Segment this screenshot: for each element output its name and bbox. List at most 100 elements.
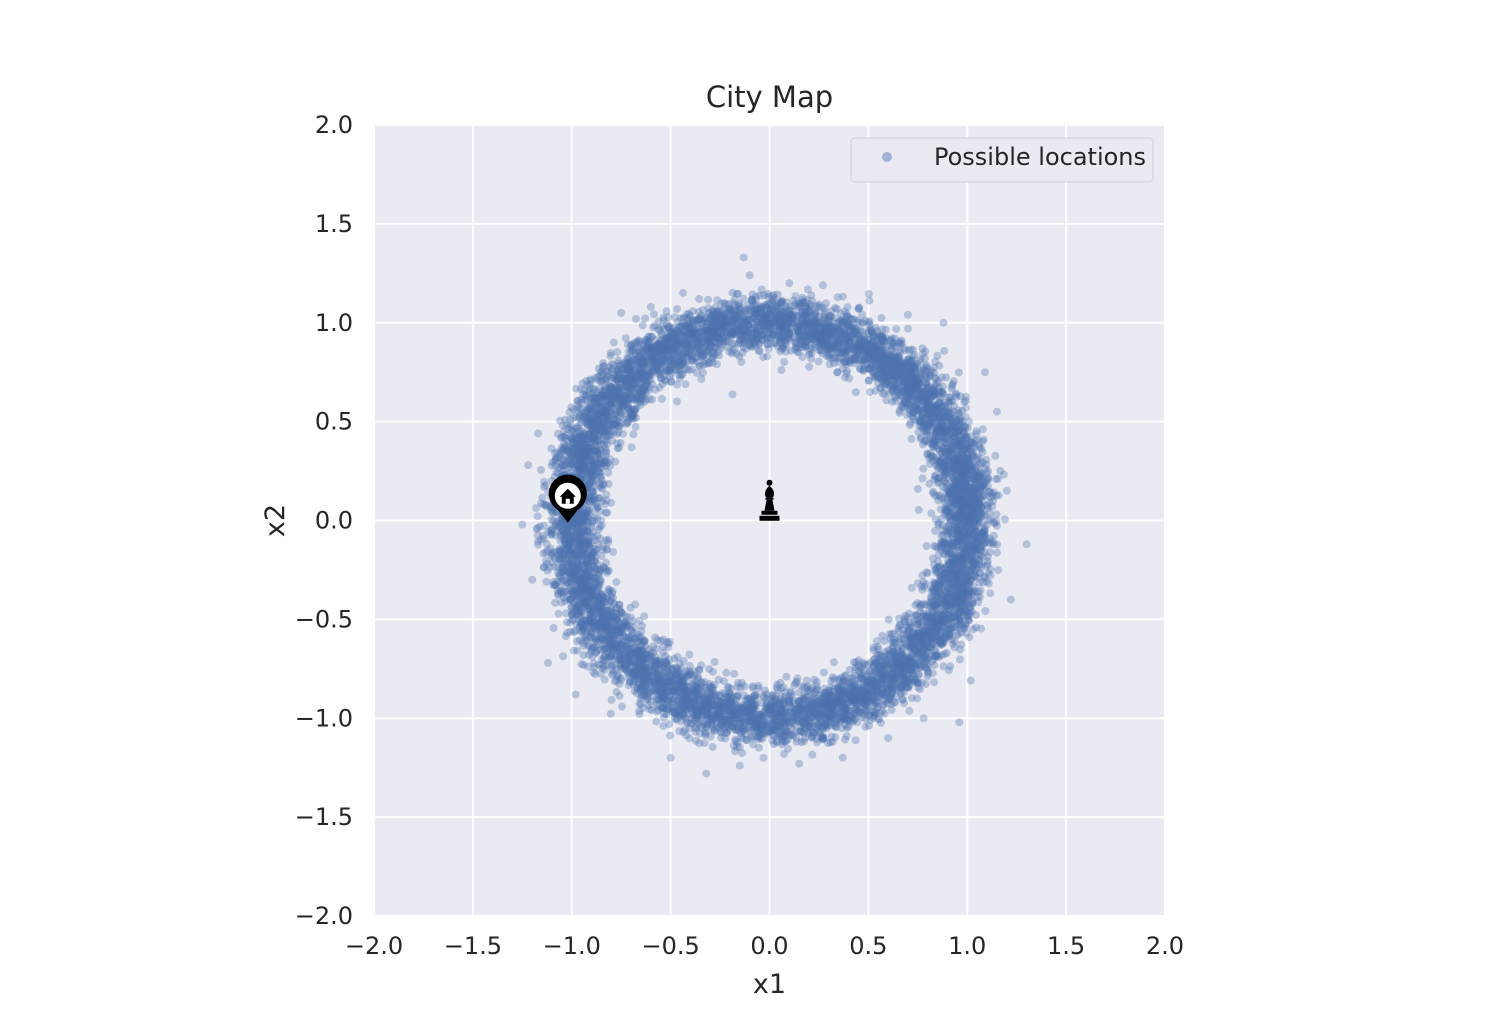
scatter-point (561, 539, 570, 548)
scatter-point (626, 358, 635, 367)
scatter-point (733, 738, 742, 747)
scatter-point (651, 360, 660, 369)
scatter-point (757, 308, 766, 317)
scatter-point (724, 707, 733, 716)
scatter-point (857, 673, 865, 682)
scatter-point (922, 378, 931, 387)
scatter-point (914, 428, 923, 437)
scatter-point (660, 351, 669, 360)
scatter-point (849, 716, 858, 725)
scatter-point (683, 344, 692, 353)
scatter-point (957, 512, 966, 521)
scatter-point (633, 372, 642, 380)
scatter-point (600, 624, 609, 633)
scatter-point (562, 526, 571, 534)
scatter-point (763, 352, 772, 361)
scatter-point (868, 329, 877, 337)
scatter-point (770, 708, 779, 717)
scatter-point (787, 730, 796, 739)
scatter-point (905, 383, 914, 392)
scatter-point (951, 594, 960, 602)
scatter-point (642, 664, 651, 673)
scatter-point (750, 711, 759, 720)
scatter-point (579, 509, 588, 518)
scatter-point (693, 711, 701, 720)
scatter-point (764, 709, 773, 718)
scatter-point (929, 438, 938, 447)
scatter-point (668, 686, 676, 695)
scatter-point (718, 701, 727, 710)
scatter-point (586, 573, 595, 582)
scatter-point (585, 620, 593, 629)
scatter-point (902, 393, 911, 402)
scatter-point (708, 716, 717, 725)
scatter-point (617, 676, 626, 684)
scatter-point (589, 595, 598, 604)
scatter-point (738, 678, 746, 687)
scatter-point (858, 337, 867, 346)
scatter-point (693, 692, 702, 701)
scatter-point (807, 683, 816, 692)
scatter-point (797, 728, 806, 737)
scatter-point (954, 598, 963, 607)
scatter-point (750, 339, 759, 348)
scatter-point (741, 701, 750, 710)
scatter-point (936, 457, 945, 466)
scatter-point (964, 468, 973, 476)
scatter-point (606, 399, 615, 408)
scatter-point (959, 507, 968, 516)
scatter-point (910, 654, 919, 663)
scatter-point (838, 330, 847, 339)
scatter-point (819, 731, 827, 740)
scatter-point (585, 449, 593, 458)
scatter-point (971, 499, 980, 508)
scatter-point (967, 553, 976, 562)
scatter-point (914, 505, 923, 514)
scatter-point (966, 587, 975, 596)
scatter-point (710, 314, 719, 323)
scatter-point (654, 657, 663, 665)
scatter-point (962, 522, 971, 531)
scatter-point (764, 318, 773, 327)
scatter-point (656, 680, 665, 688)
scatter-point (803, 713, 812, 721)
scatter-point (898, 695, 906, 704)
scatter-point (912, 371, 921, 380)
scatter-point (826, 704, 835, 713)
scatter-point (589, 556, 598, 565)
scatter-point (595, 494, 604, 502)
scatter-point (629, 373, 638, 382)
scatter-point (904, 665, 913, 674)
scatter-point (607, 695, 616, 704)
scatter-point (835, 716, 844, 725)
scatter-point (950, 486, 959, 495)
scatter-point (651, 385, 660, 394)
scatter-point (910, 644, 919, 653)
scatter-point (723, 702, 732, 711)
scatter-point (673, 714, 682, 723)
scatter-point (915, 395, 923, 404)
scatter-point (594, 598, 603, 607)
scatter-point (636, 700, 645, 709)
scatter-point (883, 687, 892, 696)
scatter-point (807, 719, 816, 728)
scatter-point (884, 615, 893, 624)
scatter-point (780, 732, 789, 741)
scatter-point (788, 713, 797, 722)
scatter-point (702, 707, 711, 716)
scatter-point (581, 417, 590, 425)
scatter-point (947, 496, 956, 505)
scatter-point (734, 289, 743, 298)
scatter-point (674, 706, 683, 715)
scatter-point (945, 589, 954, 598)
scatter-point (645, 660, 654, 669)
scatter-point (929, 560, 938, 569)
scatter-point (861, 348, 870, 357)
scatter-point (572, 384, 581, 393)
scatter-point (601, 622, 610, 631)
scatter-point (903, 379, 912, 388)
scatter-point (586, 414, 595, 423)
scatter-point (966, 486, 975, 495)
scatter-point (783, 320, 792, 329)
